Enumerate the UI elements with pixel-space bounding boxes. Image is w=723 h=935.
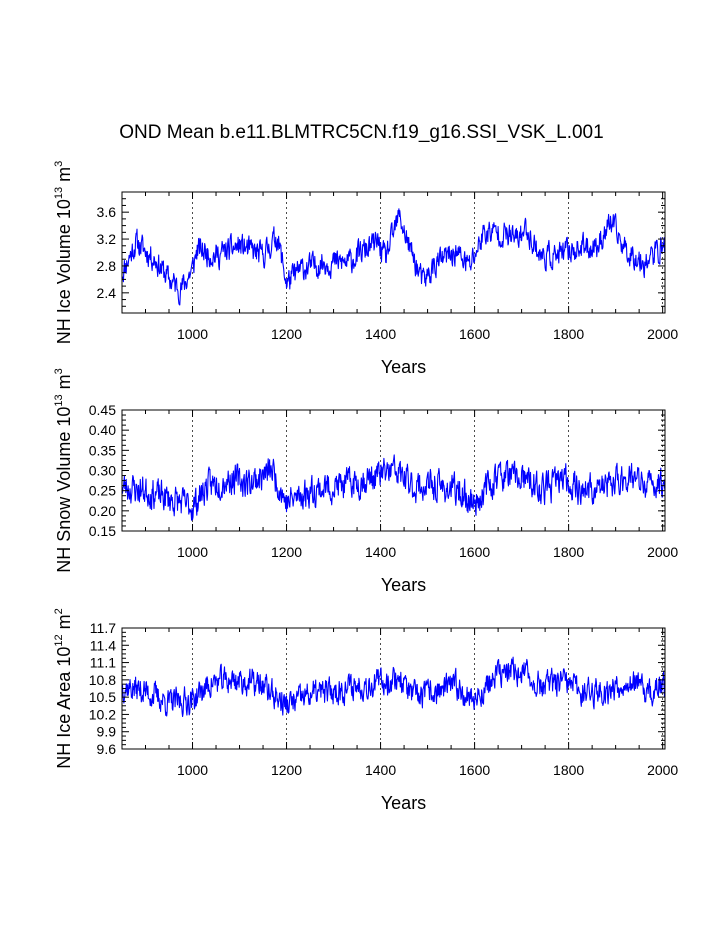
y-tick-label: 9.6: [97, 741, 117, 757]
x-axis-label: Years: [381, 793, 426, 813]
panel-snow-volume: 1000 1200 1400 1600 1800 2000 0.15 0.20 0.25 0.30…: [53, 368, 678, 595]
series-line: [121, 656, 666, 718]
y-label-unit: m: [54, 167, 74, 187]
y-label-exp: 12: [53, 634, 65, 646]
panel-ice-area: 1000 1200 1400 1600 1800 2000 9.69.9 10.210.510…: [53, 608, 678, 813]
y-tick-label: 11.4: [90, 637, 116, 653]
x-tick-label: 2000: [647, 544, 678, 560]
y-label-exp: 13: [53, 394, 65, 406]
x-tick-label: 1400: [365, 544, 396, 560]
y-axis-label: NH Snow Volume 1013 m3: [53, 368, 74, 572]
y-tick-label: 11.7: [90, 620, 116, 636]
x-tick-label: 1800: [553, 762, 584, 778]
y-label-main: NH Snow Volume 10: [54, 407, 74, 573]
y-tick-label: 0.15: [89, 523, 116, 539]
x-tick-label: 1600: [459, 326, 490, 342]
chart-title: OND Mean b.e11.BLMTRC5CN.f19_g16.SSI_VSK…: [119, 122, 604, 143]
series-line: [121, 454, 666, 521]
y-tick-label: 10.2: [89, 706, 116, 722]
x-tick-label: 1200: [271, 762, 302, 778]
y-tick-label: 0.25: [89, 483, 116, 499]
y-label-unit: m: [54, 374, 74, 394]
y-label-unit: m: [54, 614, 74, 634]
y-label-unit-exp: 3: [53, 368, 65, 374]
y-tick-label: 2.8: [97, 258, 117, 274]
x-tick-label: 1800: [553, 326, 584, 342]
x-tick-label: 1800: [553, 544, 584, 560]
x-tick-label: 2000: [647, 762, 678, 778]
y-tick-label: 0.35: [89, 442, 116, 458]
x-tick-label: 1000: [177, 544, 208, 560]
y-label-exp: 13: [53, 187, 65, 199]
y-tick-label: 11.1: [90, 655, 116, 671]
x-tick-label: 1200: [271, 326, 302, 342]
y-axis-label: NH Ice Area 1012 m2: [53, 608, 74, 768]
y-tick-label: 0.40: [89, 422, 116, 438]
series-line: [121, 208, 666, 306]
y-tick-label: 10.8: [89, 672, 116, 688]
y-tick-label: 2.4: [97, 285, 117, 301]
plot-frame: [121, 409, 666, 532]
y-tick-label: 0.45: [89, 402, 116, 418]
y-label-main: NH Ice Volume 10: [54, 199, 74, 344]
y-label-unit-exp: 3: [53, 161, 65, 167]
x-axis-label: Years: [381, 575, 426, 595]
y-tick-label: 3.6: [97, 204, 117, 220]
x-axis-label: Years: [381, 357, 426, 377]
panel-ice-volume: 1000 1200 1400 1600 1800 2000 2.4 2.8 3.2 3.6 Year…: [53, 161, 678, 377]
y-axis-label: NH Ice Volume 1013 m3: [53, 161, 74, 344]
x-tick-label: 1400: [365, 762, 396, 778]
x-tick-label: 1000: [177, 326, 208, 342]
x-tick-label: 1600: [459, 544, 490, 560]
y-tick-label: 0.30: [89, 463, 116, 479]
x-tick-label: 2000: [647, 326, 678, 342]
x-tick-label: 1400: [365, 326, 396, 342]
y-tick-label: 10.5: [89, 689, 116, 705]
y-tick-label: 9.9: [97, 724, 117, 740]
y-label-main: NH Ice Area 10: [54, 647, 74, 769]
y-tick-label: 3.2: [97, 231, 117, 247]
x-tick-label: 1000: [177, 762, 208, 778]
x-tick-label: 1600: [459, 762, 490, 778]
x-tick-label: 1200: [271, 544, 302, 560]
y-tick-label: 0.20: [89, 503, 116, 519]
y-label-unit-exp: 2: [53, 608, 65, 614]
